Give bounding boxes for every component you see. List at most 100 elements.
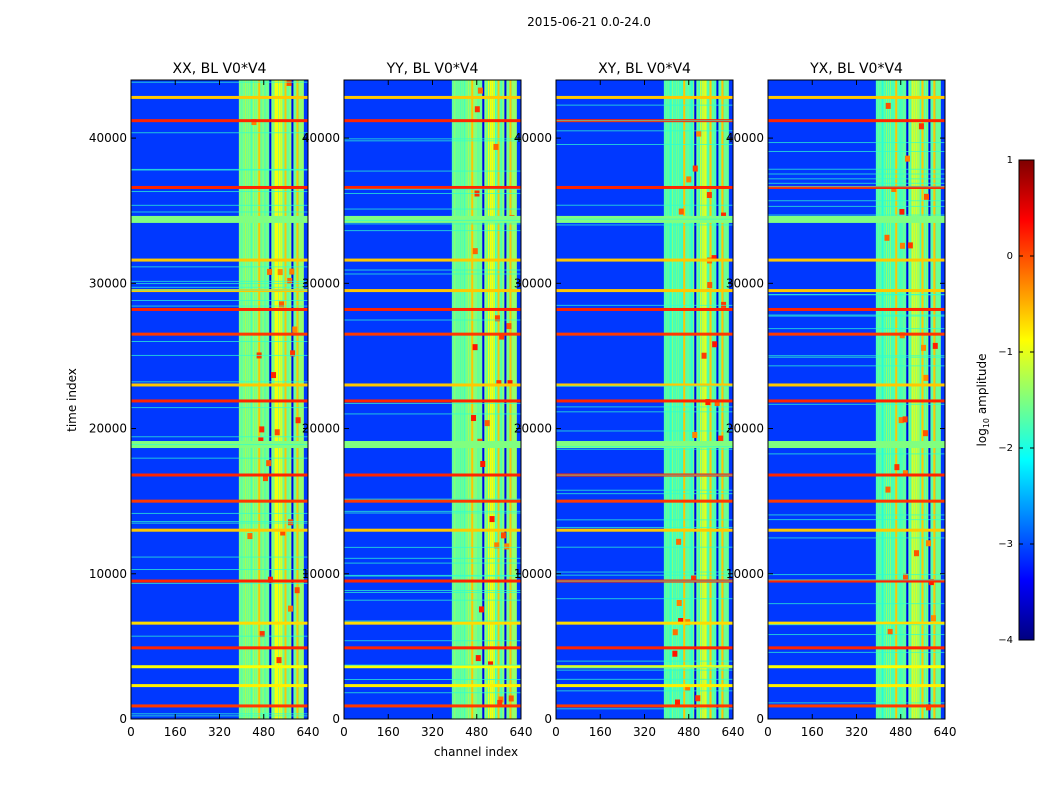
flagged-row <box>131 215 308 223</box>
hot-spot <box>475 655 481 662</box>
faint-row <box>556 669 733 671</box>
faint-row <box>344 591 521 593</box>
flagged-row <box>131 473 308 477</box>
faint-row <box>556 304 733 306</box>
hot-spot <box>472 248 478 255</box>
faint-row <box>344 219 521 221</box>
flagged-row <box>768 258 945 262</box>
flagged-row <box>344 646 521 650</box>
faint-row <box>556 204 733 206</box>
hot-spot <box>899 242 905 249</box>
hot-spot <box>678 618 684 625</box>
faint-row <box>768 205 945 207</box>
hot-spot <box>480 461 486 468</box>
hot-spot <box>259 426 265 433</box>
flagged-row <box>131 399 308 403</box>
hot-spot <box>930 615 936 622</box>
hot-spot <box>259 631 265 638</box>
faint-row <box>768 519 945 521</box>
flagged-row <box>344 473 521 477</box>
y-tick-label: 30000 <box>726 276 764 290</box>
hot-spot <box>902 470 908 477</box>
x-tick-label: 160 <box>589 725 612 739</box>
y-tick-label: 0 <box>756 712 764 726</box>
faint-row <box>768 651 945 653</box>
flagged-row <box>131 185 308 189</box>
y-tick-label: 30000 <box>302 276 340 290</box>
flagged-row <box>131 332 308 336</box>
faint-row <box>344 138 521 140</box>
faint-row <box>556 130 733 132</box>
faint-row <box>556 708 733 710</box>
flagged-row <box>556 185 733 189</box>
hot-spot <box>287 519 293 526</box>
hot-spot <box>885 486 891 493</box>
flagged-row <box>768 528 945 532</box>
flagged-row <box>344 399 521 403</box>
hot-spot <box>891 186 897 193</box>
faint-row <box>768 314 945 316</box>
hot-spot <box>494 315 500 322</box>
hot-spot <box>477 87 483 94</box>
faint-row <box>556 489 733 491</box>
panel-title: YX, BL V0*V4 <box>809 61 903 77</box>
flagged-row <box>344 499 521 503</box>
hot-spot <box>292 326 298 333</box>
faint-row <box>768 178 945 180</box>
flagged-row <box>768 646 945 650</box>
flagged-row <box>344 307 521 311</box>
faint-row <box>768 142 945 144</box>
x-tick-label: 480 <box>889 725 912 739</box>
x-tick-label: 480 <box>465 725 488 739</box>
hot-spot <box>489 516 495 523</box>
hot-spot <box>488 661 494 668</box>
hot-spot <box>678 208 684 215</box>
faint-row <box>131 436 308 438</box>
x-tick-label: 640 <box>297 725 320 739</box>
faint-row <box>556 660 733 662</box>
faint-row <box>556 493 733 495</box>
hot-spot <box>262 475 268 482</box>
flagged-row <box>344 684 521 688</box>
hot-spot <box>494 542 500 549</box>
hot-spot <box>507 380 513 387</box>
flagged-row <box>131 704 308 708</box>
y-tick-label: 10000 <box>514 567 552 581</box>
flagged-row <box>768 399 945 403</box>
hot-spot <box>923 193 929 200</box>
faint-row <box>344 319 521 321</box>
faint-row <box>131 381 308 383</box>
flagged-row <box>131 528 308 532</box>
faint-row <box>768 182 945 184</box>
faint-row <box>344 192 521 194</box>
x-tick-label: 320 <box>208 725 231 739</box>
hot-spot <box>922 430 928 437</box>
hot-spot <box>701 352 707 359</box>
faint-row <box>344 589 521 591</box>
faint-row <box>131 635 308 637</box>
hot-spot <box>899 208 905 215</box>
hot-spot <box>921 344 927 351</box>
panel-title: YY, BL V0*V4 <box>386 61 479 77</box>
faint-row <box>768 574 945 576</box>
hot-spot <box>714 399 720 406</box>
colorbar-tick-label: −3 <box>998 539 1013 550</box>
hot-spot <box>258 437 264 444</box>
flagged-row <box>131 621 308 625</box>
faint-row <box>344 574 521 576</box>
flagged-row <box>131 383 308 387</box>
flagged-row <box>768 441 945 449</box>
flagged-row <box>344 665 521 669</box>
faint-row <box>768 200 945 202</box>
y-tick-label: 0 <box>332 712 340 726</box>
hot-spot <box>279 301 285 308</box>
colorbar-tick-label: −4 <box>998 635 1013 646</box>
faint-row <box>768 315 945 317</box>
faint-row <box>131 522 308 524</box>
colorbar-tick-label: 0 <box>1007 251 1013 262</box>
y-tick-label: 10000 <box>89 567 127 581</box>
faint-row <box>131 521 308 523</box>
x-tick-label: 0 <box>764 725 772 739</box>
faint-row <box>131 132 308 134</box>
